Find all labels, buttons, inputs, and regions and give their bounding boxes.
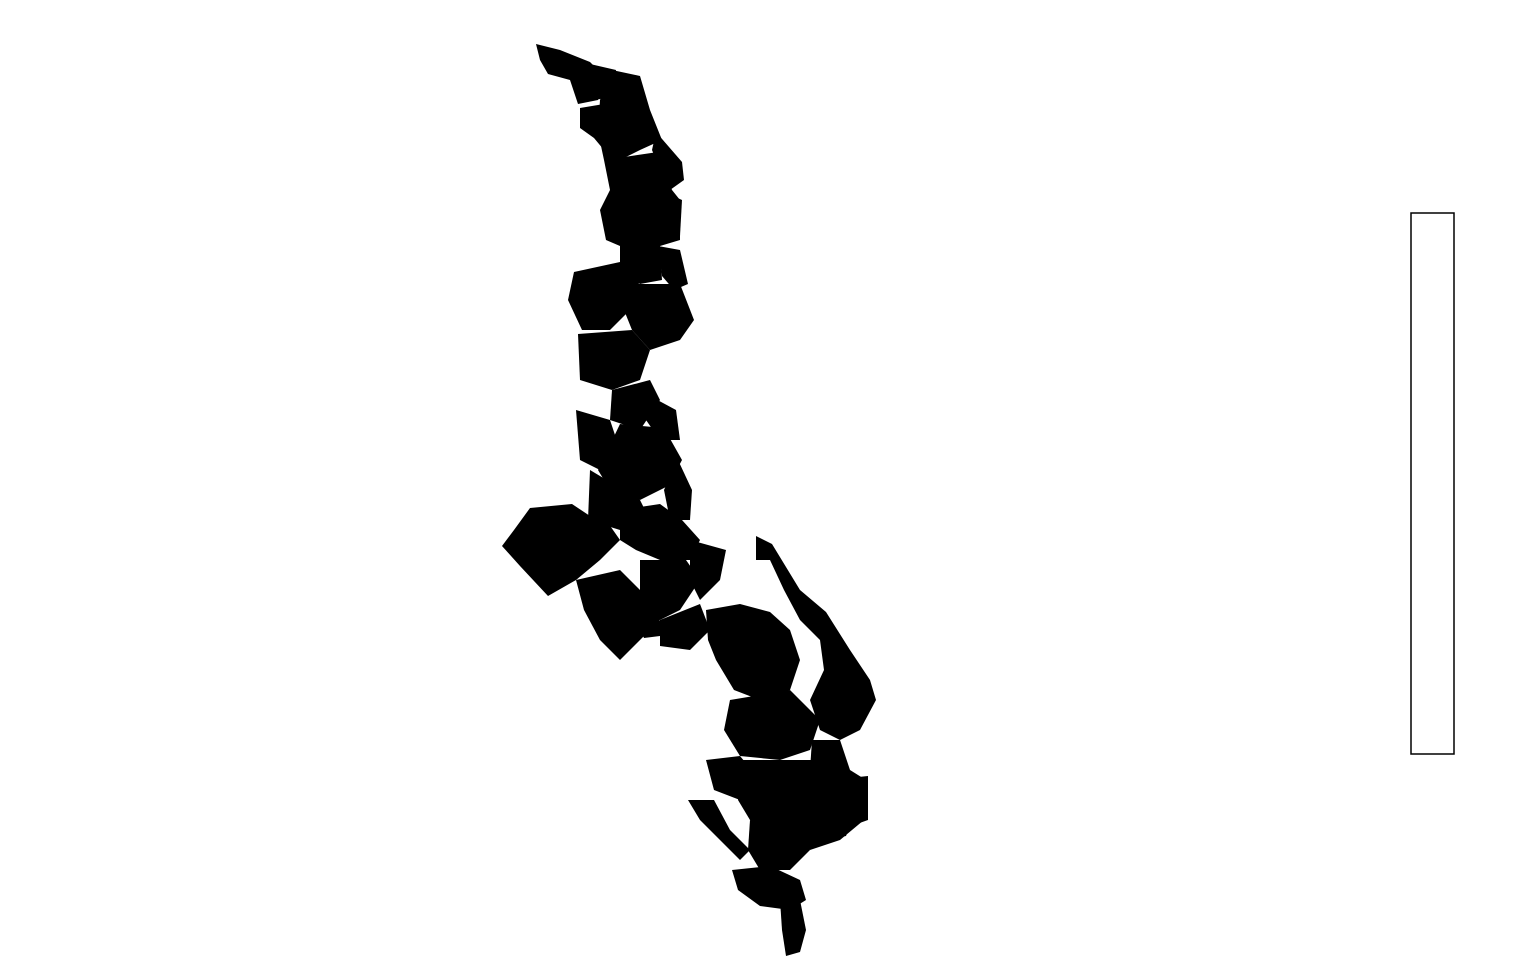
map-region [568, 262, 640, 330]
map-region [578, 330, 650, 390]
map-region [598, 424, 682, 500]
map-region [620, 504, 700, 560]
map-region-group-central [502, 410, 726, 660]
map-region [664, 460, 692, 520]
map-region [810, 740, 850, 780]
map-region [660, 604, 710, 650]
map-region [658, 246, 688, 290]
map-region [780, 900, 806, 956]
map-region [652, 132, 684, 190]
raster-map [502, 44, 876, 956]
map-region [580, 104, 628, 166]
map-region [748, 820, 810, 870]
map-region [576, 570, 660, 660]
map-region [818, 820, 852, 840]
legend-border [1410, 212, 1455, 755]
map-region [724, 690, 820, 760]
map-region [624, 284, 694, 350]
map-region [620, 246, 662, 284]
map-region [690, 540, 726, 600]
map-region-group-south [688, 536, 876, 956]
map-region [706, 604, 800, 700]
map-region [640, 560, 700, 620]
map-region-group-north [536, 44, 694, 440]
map-region [566, 520, 620, 560]
map-region [732, 866, 806, 910]
map-region [820, 686, 866, 726]
map-region [536, 44, 600, 104]
map-region [656, 190, 682, 240]
map-region [688, 800, 750, 860]
map-region [830, 776, 868, 830]
